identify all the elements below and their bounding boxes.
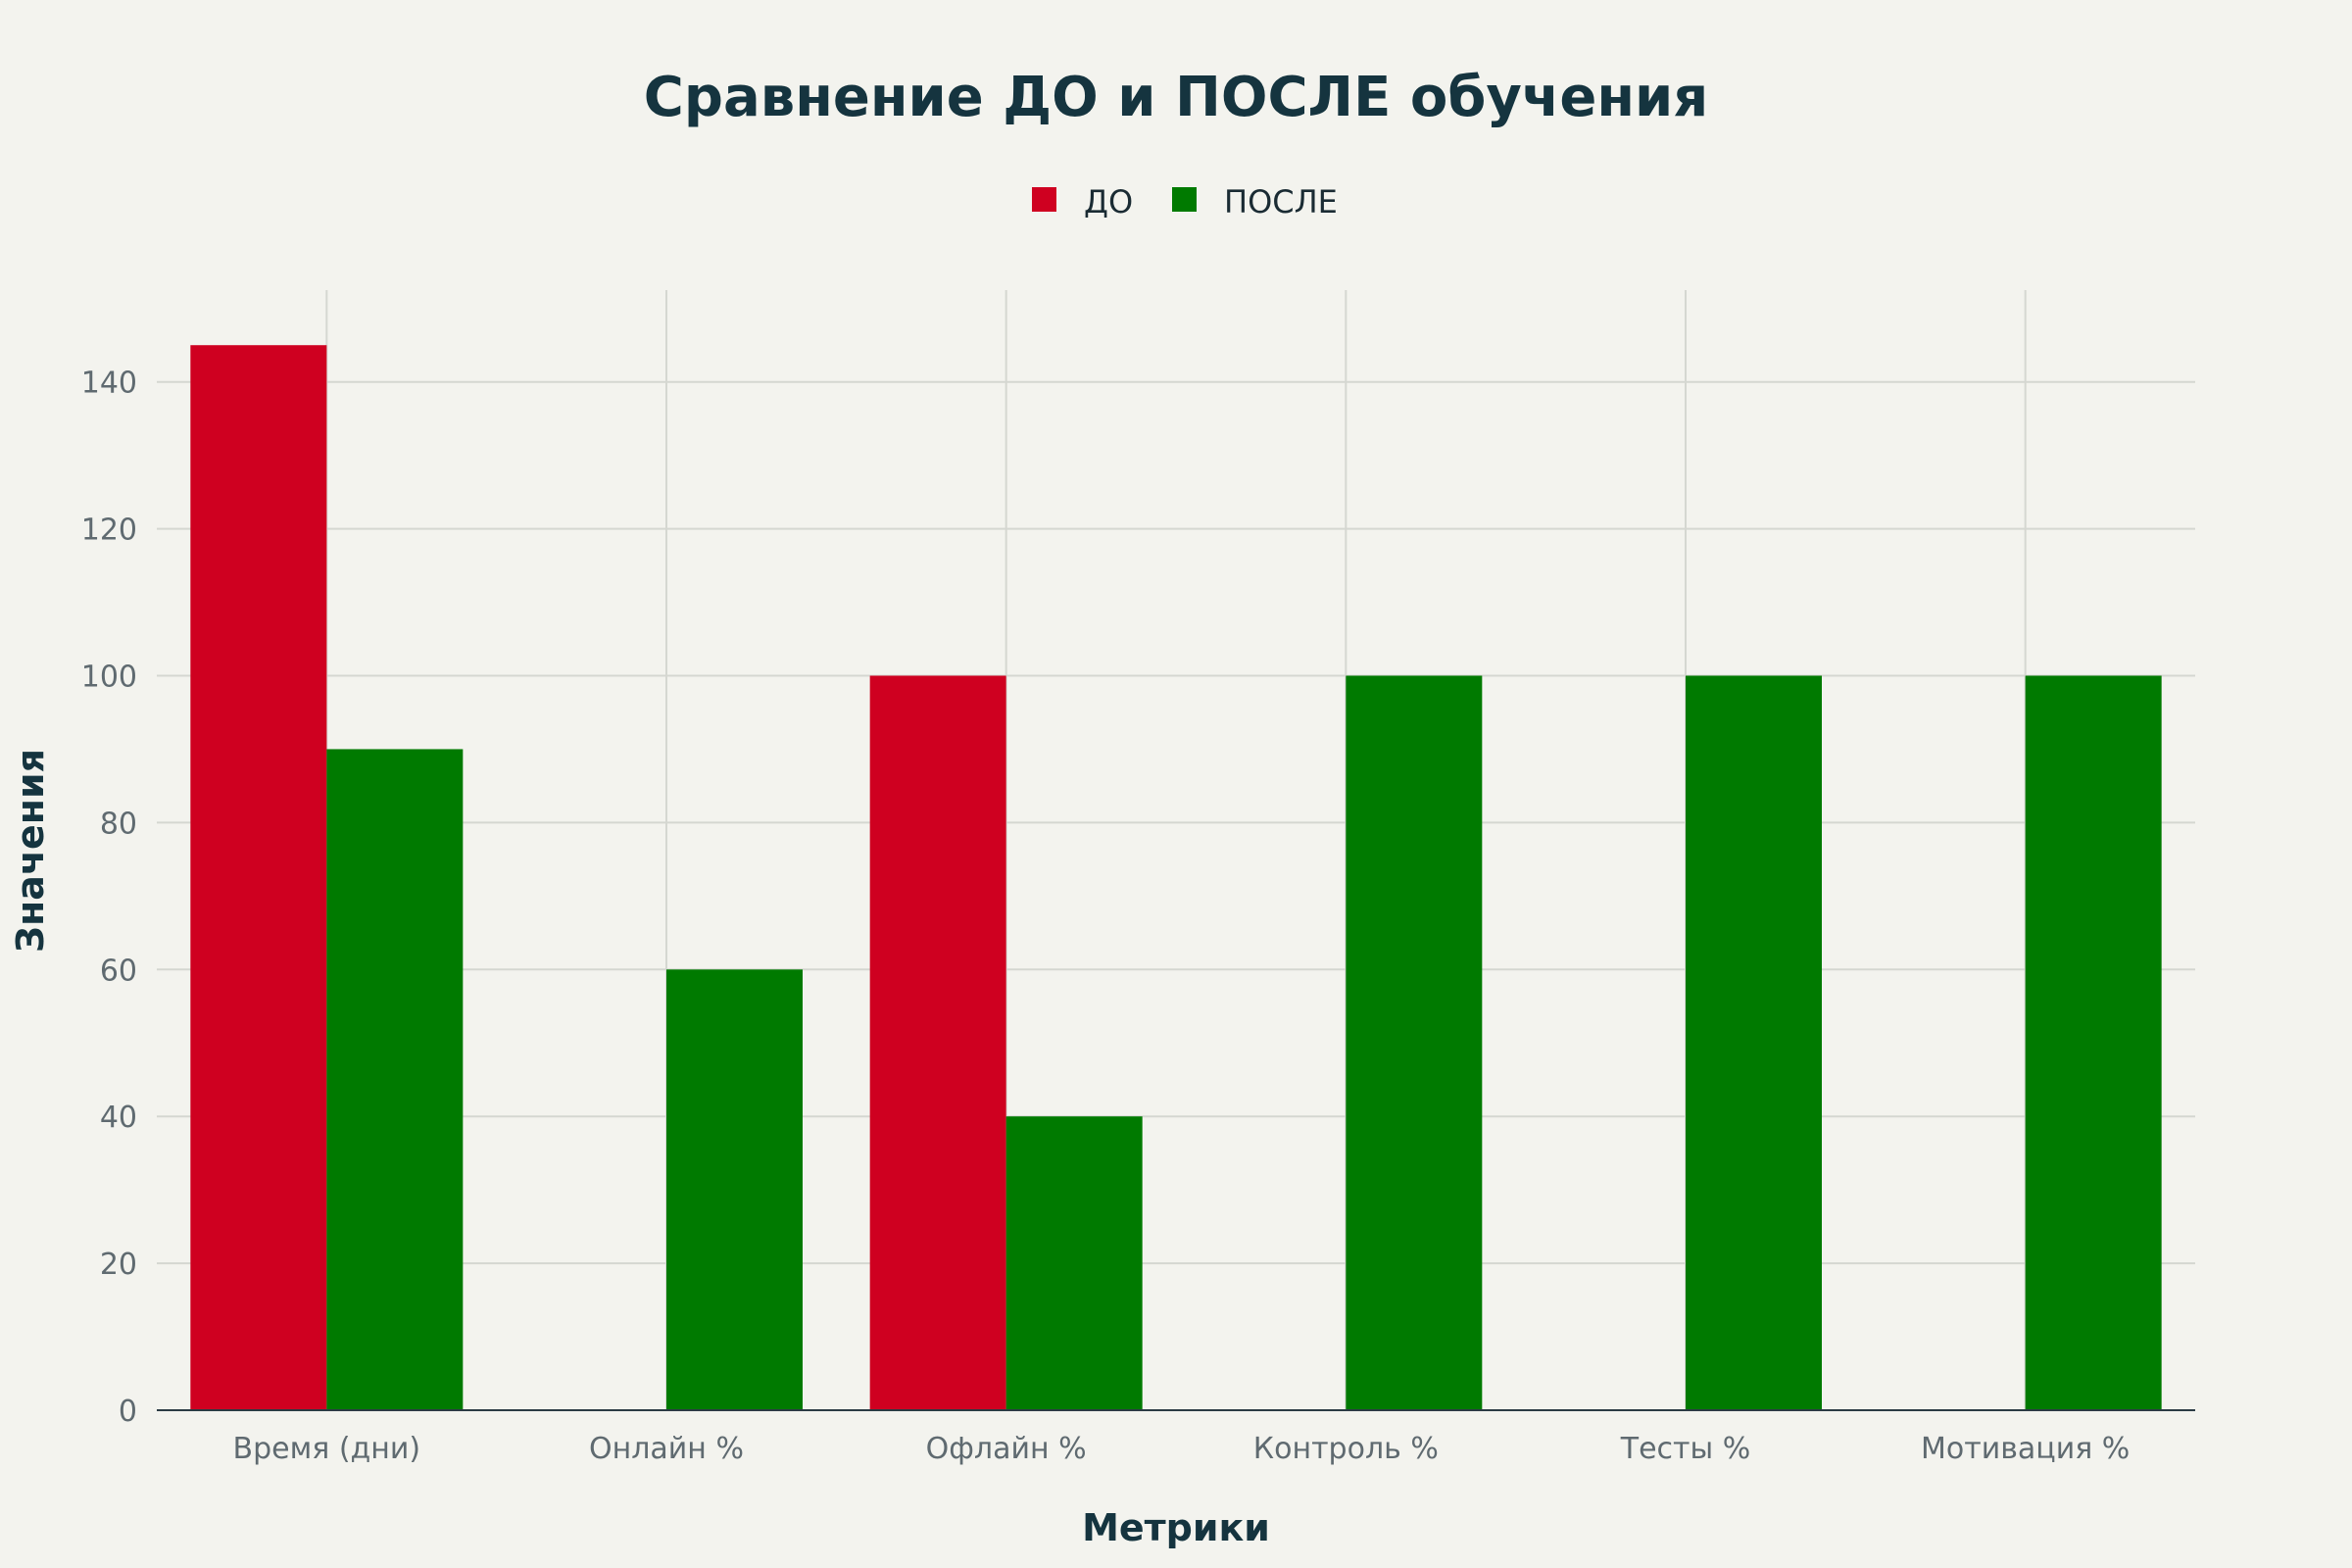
y-tick-label: 40 — [100, 1101, 137, 1135]
y-tick-label: 60 — [100, 954, 137, 988]
bars — [190, 345, 2162, 1410]
legend: ДО ПОСЛЕ — [1032, 183, 1338, 220]
bar-before[interactable] — [869, 675, 1006, 1410]
y-tick-label: 120 — [81, 514, 137, 548]
y-tick-label: 80 — [100, 807, 137, 841]
bar-after[interactable] — [666, 969, 803, 1410]
bar-after[interactable] — [1686, 675, 1822, 1410]
x-tick-label: Онлайн % — [589, 1432, 744, 1466]
ticks: 0 20 40 60 80 100 120 140 Время (дни) Онлайн % Офл… — [81, 367, 2131, 1466]
y-tick-label: 140 — [81, 367, 137, 401]
legend-swatch-after — [1172, 187, 1197, 212]
y-tick-label: 0 — [119, 1395, 137, 1429]
x-tick-label: Контроль % — [1253, 1432, 1439, 1466]
bar-after[interactable] — [1346, 675, 1483, 1410]
legend-label-before[interactable]: ДО — [1084, 183, 1133, 220]
x-tick-label: Тесты % — [1620, 1432, 1750, 1466]
bar-after[interactable] — [1005, 1116, 1143, 1410]
x-tick-label: Мотивация % — [1921, 1432, 2130, 1466]
chart-title: Сравнение ДО и ПОСЛЕ обучения — [644, 66, 1708, 129]
bar-before[interactable] — [190, 345, 327, 1410]
x-axis-title: Метрики — [1082, 1506, 1270, 1549]
legend-label-after[interactable]: ПОСЛЕ — [1224, 183, 1338, 220]
y-tick-label: 20 — [100, 1248, 137, 1282]
y-tick-label: 100 — [81, 660, 137, 694]
y-axis-title: Значения — [9, 749, 52, 953]
bar-after[interactable] — [2025, 675, 2162, 1410]
x-tick-label: Время (дни) — [233, 1432, 421, 1466]
legend-swatch-before — [1032, 187, 1056, 212]
x-tick-label: Офлайн % — [926, 1432, 1087, 1466]
bar-after[interactable] — [326, 749, 464, 1410]
